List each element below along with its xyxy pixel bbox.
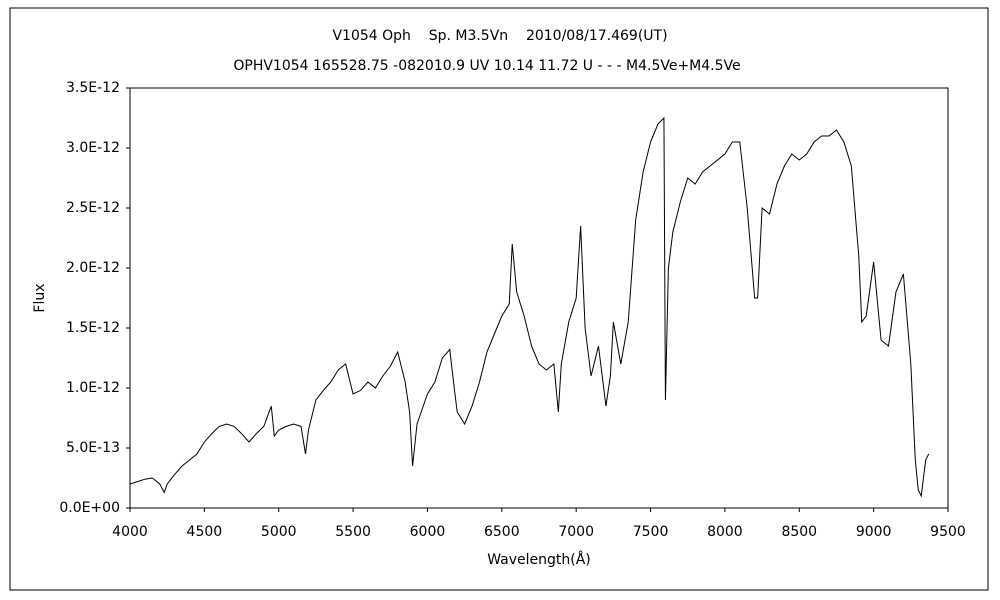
x-tick-label: 9500 (930, 524, 966, 540)
plot-area (129, 87, 949, 509)
x-tick-label: 7000 (558, 524, 594, 540)
y-tick-label: 3.0E-12 (66, 140, 120, 156)
y-tick-label: 0.0E+00 (59, 500, 120, 516)
y-tick-label: 1.0E-12 (66, 380, 120, 396)
x-tick-label: 5000 (261, 524, 297, 540)
chart-subtitle: OPHV1054 165528.75 -082010.9 UV 10.14 11… (233, 58, 740, 74)
y-tick-label: 2.0E-12 (66, 260, 120, 276)
x-tick-label: 7500 (633, 524, 669, 540)
x-axis-label: Wavelength(Å) (487, 551, 591, 568)
y-tick-label: 1.5E-12 (66, 320, 120, 336)
y-tick-label: 5.0E-13 (66, 440, 120, 456)
spectrum-line (129, 116, 930, 498)
chart-frame (9, 7, 989, 591)
x-tick-label: 4500 (187, 524, 223, 540)
y-tick-label: 2.5E-12 (66, 200, 120, 216)
y-axis-label: Flux (32, 283, 48, 312)
x-tick-label: 4000 (112, 524, 148, 540)
x-tick-label: 9000 (856, 524, 892, 540)
x-tick-label: 8000 (707, 524, 743, 540)
x-tick-label: 5500 (335, 524, 371, 540)
x-tick-label: 6000 (410, 524, 446, 540)
x-tick-label: 8500 (781, 524, 817, 540)
y-tick-label: 3.5E-12 (66, 80, 120, 96)
chart-title: V1054 Oph Sp. M3.5Vn 2010/08/17.469(UT) (332, 28, 667, 44)
x-tick-label: 6500 (484, 524, 520, 540)
